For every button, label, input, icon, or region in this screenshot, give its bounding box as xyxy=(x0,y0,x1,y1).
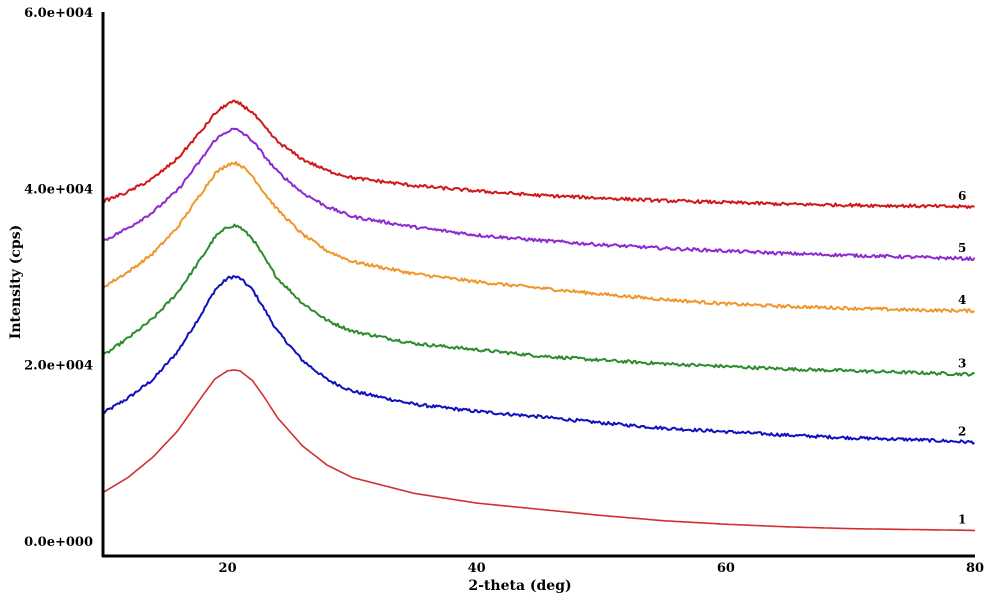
series-line-2 xyxy=(102,275,976,445)
curve-label-2: 2 xyxy=(958,424,966,438)
x-tick-label: 20 xyxy=(219,561,237,576)
series-line-3 xyxy=(102,223,975,377)
series-line-5 xyxy=(102,127,976,262)
y-axis-title: Intensity (cps) xyxy=(8,225,24,339)
series-layer xyxy=(102,99,976,532)
y-tick-label: 2.0e+004 xyxy=(24,359,93,374)
x-tick-label: 60 xyxy=(717,561,735,576)
x-tick-label: 40 xyxy=(468,561,486,576)
y-tick-label: 6.0e+004 xyxy=(24,6,93,21)
x-tick-label: 80 xyxy=(966,561,984,576)
y-tick-label: 4.0e+004 xyxy=(24,182,93,197)
curve-label-3: 3 xyxy=(958,356,966,370)
x-axis-title: 2-theta (deg) xyxy=(468,578,571,594)
series-line-6 xyxy=(102,99,975,209)
series-line-1 xyxy=(102,369,975,532)
y-tick-label: 0.0e+000 xyxy=(24,535,93,550)
curve-label-6: 6 xyxy=(958,189,966,203)
tick-layer: 20 40 60 80 0.0e+000 2.0e+004 4.0e+004 6.0e+004 xyxy=(24,6,984,576)
curve-label-5: 5 xyxy=(958,241,966,255)
series-line-4 xyxy=(102,161,976,314)
curve-label-layer: 1 2 3 4 5 6 xyxy=(958,189,966,527)
curve-label-4: 4 xyxy=(958,293,966,307)
curve-label-1: 1 xyxy=(958,512,966,526)
